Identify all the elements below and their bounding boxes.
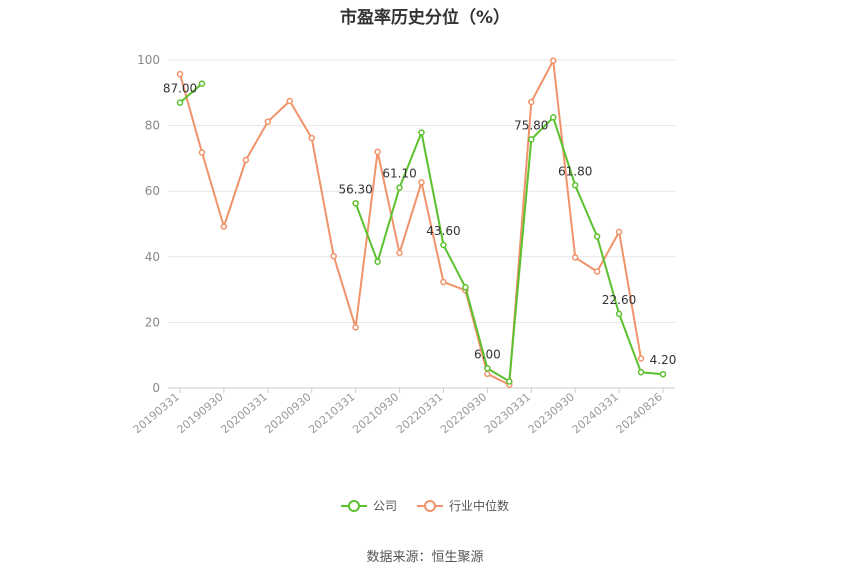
data-point-industry-median (330, 252, 337, 260)
data-point-company (659, 370, 667, 378)
data-point-industry-median (396, 249, 403, 257)
data-point-company (484, 365, 491, 372)
data-point-company (549, 114, 557, 121)
y-tick-label: 0 (152, 381, 160, 395)
data-point-industry-median (571, 254, 579, 261)
y-tick-label: 40 (145, 250, 160, 264)
data-point-company (396, 184, 403, 191)
data-point-industry-median (286, 97, 294, 105)
x-tick-label: 20240331 (570, 390, 621, 436)
data-point-industry-median (352, 324, 359, 331)
data-point-company (440, 241, 447, 249)
data-point-company (352, 200, 359, 207)
x-tick-label: 20200331 (218, 390, 269, 436)
x-tick-label: 20240826 (614, 390, 665, 436)
data-point-company (418, 129, 425, 136)
chart-title: 市盈率历史分位（%） (339, 8, 511, 28)
data-point-industry-median (528, 98, 535, 106)
y-tick-label: 80 (145, 119, 160, 133)
x-tick-label: 20190930 (175, 390, 226, 436)
x-tick-label: 20230331 (482, 390, 533, 436)
legend: 公司 行业中位数 (0, 497, 850, 514)
data-point-industry-median (637, 355, 645, 362)
data-point-industry-median (308, 134, 315, 142)
legend-item-industry-median[interactable]: 行业中位数 (417, 497, 509, 514)
data-point-industry-median (176, 70, 184, 78)
x-tick-label: 20220930 (438, 390, 489, 436)
data-point-industry-median (615, 228, 623, 236)
data-label: 61.80 (558, 164, 592, 178)
series-line-industry-median (179, 59, 642, 386)
data-point-industry-median (374, 148, 381, 156)
x-tick-label: 20190331 (131, 390, 182, 436)
data-point-industry-median (440, 278, 447, 286)
y-tick-label: 100 (137, 53, 160, 67)
data-point-industry-median (242, 156, 250, 164)
legend-label-company: 公司 (372, 499, 397, 513)
data-point-company (176, 99, 184, 106)
series-line-company (354, 116, 664, 383)
legend-swatch-company (340, 499, 367, 513)
data-point-company (593, 233, 601, 240)
data-point-company (506, 378, 513, 385)
data-point-company (571, 182, 579, 189)
data-label: 4.20 (650, 353, 677, 367)
data-point-company (198, 80, 206, 87)
x-tick-label: 20230930 (526, 390, 577, 436)
data-label: 22.60 (602, 293, 636, 307)
data-point-industry-median (264, 118, 272, 125)
data-label: 87.00 (163, 82, 197, 96)
data-point-industry-median (484, 370, 491, 378)
y-tick-label: 20 (145, 315, 160, 329)
data-point-industry-median (593, 268, 601, 275)
data-point-company (374, 258, 381, 265)
data-point-company (615, 310, 623, 318)
legend-swatch-industry-median (417, 499, 443, 513)
data-point-company (462, 284, 469, 291)
data-point-industry-median (198, 149, 206, 156)
data-point-industry-median (220, 223, 228, 230)
data-label: 6.00 (474, 347, 501, 361)
data-label: 75.80 (514, 118, 548, 132)
x-tick-label: 20220331 (394, 390, 445, 436)
data-label: 43.60 (426, 224, 460, 238)
x-tick-label: 20200930 (262, 390, 313, 436)
x-tick-label: 20210331 (306, 390, 357, 436)
source-note: 数据来源：恒生聚源 (366, 550, 484, 565)
data-point-industry-median (418, 179, 425, 186)
series-line-company (179, 82, 203, 104)
data-point-company (528, 136, 535, 143)
data-label: 61.10 (382, 167, 416, 181)
data-label: 56.30 (338, 182, 372, 196)
data-point-industry-median (549, 57, 557, 64)
data-point-company (637, 369, 645, 376)
legend-item-company[interactable]: 公司 (340, 497, 397, 514)
y-tick-label: 60 (145, 184, 160, 198)
legend-label-industry-median: 行业中位数 (449, 499, 510, 513)
line-chart: 0 20 40 60 80 100 2019033120190930202003312020… (131, 53, 677, 436)
x-tick-label: 20210930 (350, 390, 401, 436)
